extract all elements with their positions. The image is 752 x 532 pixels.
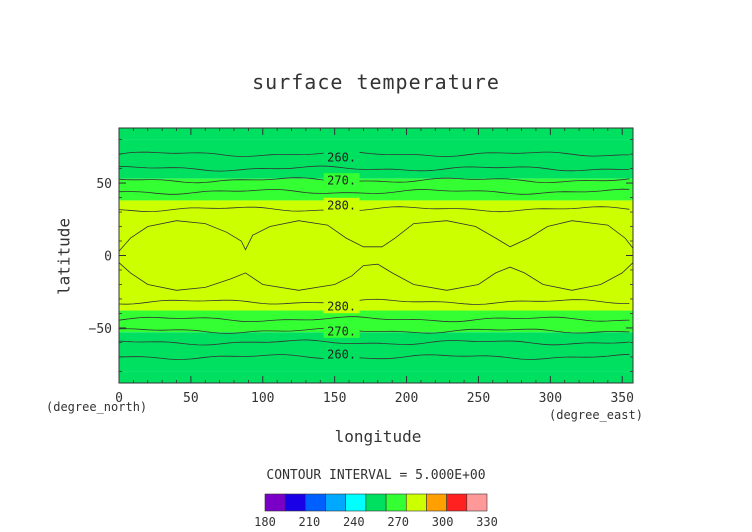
colorbar-segment-0 (264, 493, 286, 512)
contour-line-275 (119, 316, 630, 323)
colorbar-segment-5 (365, 493, 387, 512)
contour-line-265 (119, 339, 630, 346)
temperature-band-5 (119, 332, 633, 372)
x-tick-label-350: 350 (610, 391, 633, 406)
colorbar-segment-4 (345, 493, 367, 512)
x-tick-label-300: 300 (539, 391, 562, 406)
colorbar-tick-label-180: 180 (254, 515, 276, 529)
colorbar-segment-10 (466, 493, 488, 512)
contour-label-bg-3 (323, 299, 360, 314)
temperature-band-2 (119, 178, 633, 201)
colorbar-segment-6 (385, 493, 407, 512)
contour-interval-label: CONTOUR INTERVAL = 5.000E+00 (266, 468, 486, 483)
temperature-band-1 (119, 139, 633, 179)
colorbar-segment-8 (426, 493, 447, 512)
contour-label-5: 260. (327, 348, 356, 362)
chart-title: surface temperature (252, 70, 500, 94)
x-tick-label-100: 100 (251, 391, 274, 406)
colorbar-segment-1 (284, 493, 306, 512)
y-tick-label-50: 50 (96, 177, 112, 192)
colorbar-segment-2 (305, 493, 326, 512)
contour-line-270 (119, 327, 630, 334)
contour-label-3: 280. (327, 300, 356, 314)
colorbar-tick-label-210: 210 (299, 515, 321, 529)
contour-label-1: 270. (327, 174, 356, 188)
temperature-band-0 (119, 128, 633, 140)
contour-label-bg-4 (323, 323, 360, 338)
warm-region (119, 220, 633, 291)
contour-line-270 (119, 177, 630, 184)
contour-line-280 (119, 206, 630, 213)
contour-label-bg-2 (323, 197, 360, 212)
x-tick-label-50: 50 (183, 391, 199, 406)
y-tick-label--50: −50 (89, 322, 112, 337)
colorbar-tick-label-300: 300 (432, 515, 454, 529)
x-tick-label-250: 250 (467, 391, 490, 406)
contour-line-260 (119, 151, 630, 157)
x-axis-unit: (degree_east) (549, 408, 643, 422)
colorbar-tick-label-240: 240 (343, 515, 365, 529)
colorbar-tick-label-330: 330 (476, 515, 498, 529)
contour-label-2: 280. (327, 198, 356, 212)
x-tick-label-200: 200 (395, 391, 418, 406)
y-tick-label-0: 0 (104, 250, 112, 265)
colorbar-tick-label-270: 270 (387, 515, 409, 529)
contour-line-280 (119, 298, 630, 305)
contour-line-265 (119, 165, 630, 172)
contour-label-0: 260. (327, 150, 356, 164)
contour-label-bg-0 (323, 149, 360, 164)
contour-label-4: 270. (327, 324, 356, 338)
x-axis-label: longitude (334, 427, 422, 446)
contour-line-275 (119, 188, 630, 195)
colorbar-segment-9 (446, 493, 468, 512)
contour-label-bg-1 (323, 173, 360, 188)
x-tick-label-0: 0 (115, 391, 123, 406)
temperature-band-4 (119, 310, 633, 333)
x-tick-label-150: 150 (323, 391, 346, 406)
colorbar-segment-7 (405, 493, 427, 512)
temperature-band-6 (119, 371, 633, 383)
contour-line-260 (119, 353, 630, 360)
y-axis-unit: (degree_north) (46, 400, 148, 414)
contour-label-bg-5 (323, 347, 360, 362)
colorbar-segment-3 (325, 493, 347, 512)
